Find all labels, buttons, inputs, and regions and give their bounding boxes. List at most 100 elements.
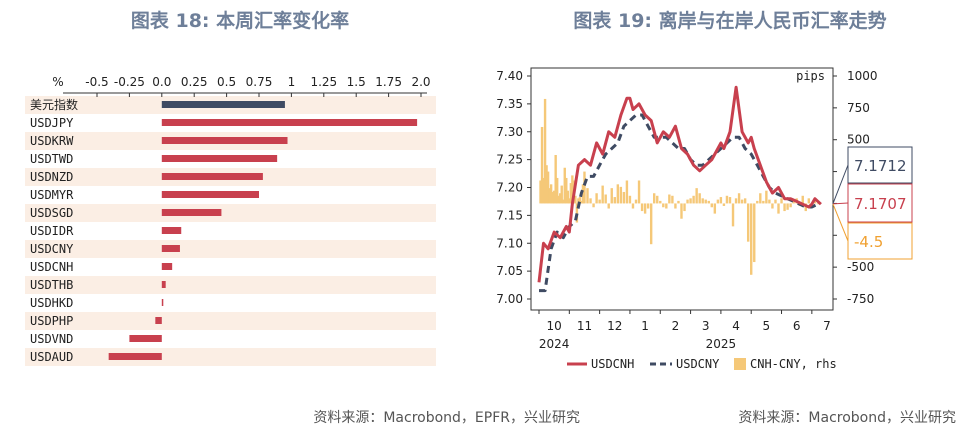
value-box-label: 7.1707 <box>854 195 907 213</box>
spread-bar <box>765 190 768 204</box>
spread-bar <box>607 203 610 209</box>
spread-bar <box>768 199 771 204</box>
spread-bar <box>692 195 695 204</box>
x-tick-label: 0.25 <box>181 75 208 89</box>
spread-bar <box>656 195 659 204</box>
x-tick-label: 0.75 <box>246 75 273 89</box>
spread-bar <box>546 171 550 204</box>
spread-bar <box>740 199 744 204</box>
y-tick-label: 7.35 <box>496 97 523 111</box>
left-chart-title: 图表 18: 本周汇率变化率 <box>130 10 350 32</box>
spread-bar <box>592 203 595 208</box>
bar-usdnzd <box>161 173 263 180</box>
row-shade <box>25 312 436 330</box>
spread-bar <box>622 191 626 204</box>
category-label: USDCNY <box>30 242 74 256</box>
spread-bar <box>563 167 566 204</box>
spread-bar <box>543 98 547 204</box>
spread-bar <box>753 203 756 263</box>
spread-bar <box>759 193 762 204</box>
spread-bar <box>616 184 620 204</box>
spread-bar <box>719 197 723 204</box>
value-box-connector <box>832 202 849 205</box>
bar-usdphp <box>155 317 162 324</box>
spread-bar <box>595 193 598 204</box>
x-tick-label: -0.25 <box>114 75 145 89</box>
category-label: USDSGD <box>30 206 73 220</box>
value-box-label: -4.5 <box>854 233 883 251</box>
spread-bar <box>539 180 542 204</box>
spread-bar <box>637 180 641 204</box>
spread-bar <box>560 185 563 204</box>
spread-bar <box>580 200 583 204</box>
spread-bar <box>807 198 811 204</box>
x-tick-label: 0.5 <box>217 75 236 89</box>
spread-bar <box>577 198 580 204</box>
spread-bar <box>569 183 573 204</box>
y-tick-label: 7.00 <box>496 292 523 306</box>
bar-usdcny <box>161 245 180 252</box>
spread-bar <box>746 203 750 242</box>
x-tick-label: 7 <box>823 319 831 333</box>
spread-bar <box>686 199 689 204</box>
spread-bar <box>801 195 804 204</box>
bar-usdhkd <box>161 299 164 306</box>
spread-bar <box>777 203 780 214</box>
spread-bar <box>613 197 616 204</box>
spread-value-box <box>847 222 913 260</box>
year-label: 2024 <box>539 337 570 351</box>
spread-bar <box>574 195 577 204</box>
x-tick-label: 1.25 <box>310 75 337 89</box>
row-shade <box>25 348 436 366</box>
value-box-connector <box>832 203 849 242</box>
spread-bar <box>771 203 774 209</box>
row-shade <box>25 240 436 258</box>
spread-bar <box>583 171 586 204</box>
spread-bar <box>674 203 677 209</box>
spread-bar <box>628 195 632 204</box>
left-source-note: 资料来源：Macrobond，EPFR，兴业研究 <box>313 410 580 426</box>
spread-bar <box>704 199 707 204</box>
bar-usdsgd <box>161 209 222 216</box>
bar-usdidr <box>161 227 182 234</box>
spread-bar <box>786 203 789 210</box>
x-tick-label: 2 <box>672 319 680 333</box>
spread-bar <box>540 126 544 204</box>
row-shade <box>25 276 436 294</box>
spread-bar <box>598 199 601 204</box>
bar-usdthb <box>161 281 166 288</box>
plot-frame <box>530 67 834 311</box>
spread-bar <box>559 193 562 204</box>
x-tick-label: 1 <box>641 319 649 333</box>
spread-bar <box>568 198 571 204</box>
spread-bar <box>695 188 698 204</box>
spread-bar <box>734 198 738 204</box>
right-source-note: 资料来源：Macrobond，兴业研究 <box>738 410 956 426</box>
category-label: USDVND <box>30 332 73 346</box>
usdcnh-value-box <box>847 183 913 223</box>
spread-bar <box>625 180 629 204</box>
spread-bar <box>701 198 704 204</box>
spread-bar <box>545 165 548 204</box>
year-label: 2025 <box>706 337 737 351</box>
spread-bar <box>756 200 759 204</box>
spread-bar <box>750 203 753 275</box>
spread-bar <box>604 194 607 204</box>
bar-usdmyr <box>161 191 259 198</box>
spread-bar <box>792 200 795 204</box>
category-label: USDTWD <box>30 152 73 166</box>
category-label: USDIDR <box>30 224 74 238</box>
spread-bar <box>774 199 777 204</box>
spread-bar <box>789 203 792 208</box>
category-label: USDHKD <box>30 296 73 310</box>
unit-label: % <box>52 75 63 89</box>
usdcny-value-box <box>847 146 913 184</box>
x-tick-label: 12 <box>607 319 622 333</box>
spread-bar <box>586 188 589 204</box>
x-tick-label: 4 <box>732 319 740 333</box>
spread-bar <box>601 185 604 204</box>
category-label: USDJPY <box>30 116 74 130</box>
spread-bar <box>668 194 671 204</box>
y2-tick-label: 500 <box>847 133 870 147</box>
